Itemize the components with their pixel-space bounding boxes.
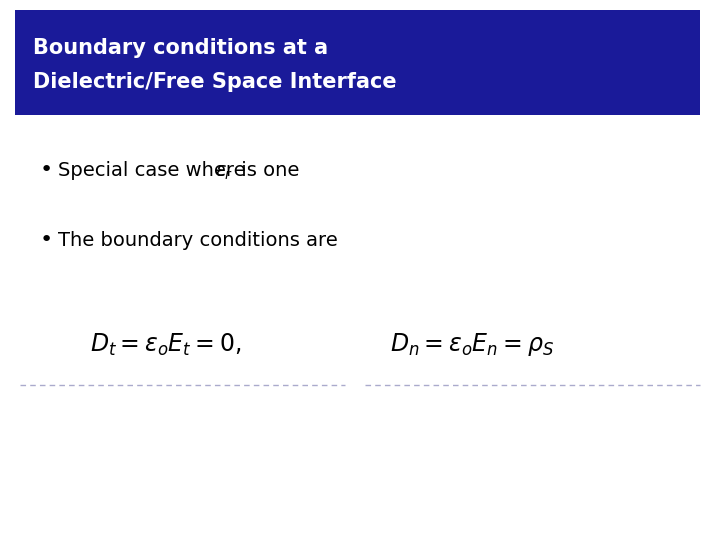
Text: Special case where: Special case where xyxy=(58,160,252,179)
Text: is one: is one xyxy=(235,160,300,179)
Bar xyxy=(15,10,700,115)
Text: $D_t = \varepsilon_o E_t = 0,$: $D_t = \varepsilon_o E_t = 0,$ xyxy=(90,332,241,358)
Text: ε: ε xyxy=(215,160,225,179)
Text: •: • xyxy=(40,160,53,180)
Text: The boundary conditions are: The boundary conditions are xyxy=(58,231,338,249)
Text: r: r xyxy=(225,168,230,182)
Text: $D_n = \varepsilon_o E_n = \rho_S$: $D_n = \varepsilon_o E_n = \rho_S$ xyxy=(390,332,554,359)
Text: Dielectric/Free Space Interface: Dielectric/Free Space Interface xyxy=(33,72,397,92)
Text: Boundary conditions at a: Boundary conditions at a xyxy=(33,38,328,58)
Text: •: • xyxy=(40,230,53,250)
